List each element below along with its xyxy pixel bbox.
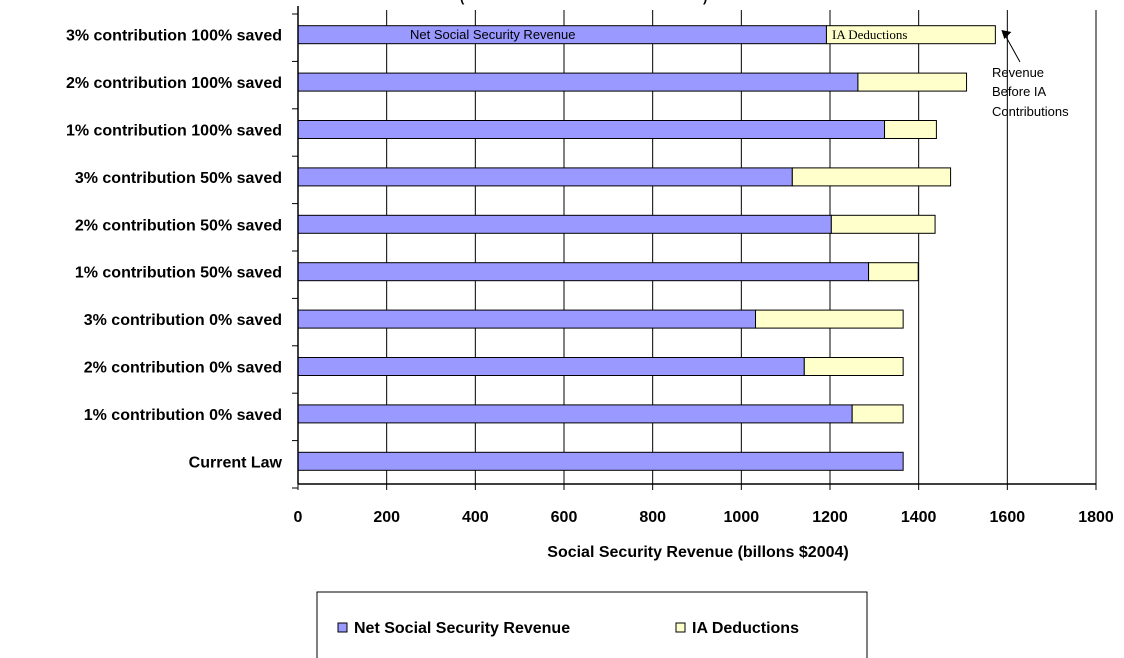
x-tick-label-1000: 1000 <box>724 509 760 526</box>
callout-line-2: Before IA <box>992 84 1047 99</box>
bar-ia-deductions-3 <box>791 167 952 187</box>
category-label-0: 3% contribution 100% saved <box>66 28 282 45</box>
title-fragment-left: ( <box>460 0 465 5</box>
bar-ia-deductions-7 <box>803 357 904 376</box>
x-tick-label-1200: 1200 <box>812 509 848 526</box>
x-tick-labels: 0 200 400 600 800 1000 1200 1400 1600 1800 <box>294 509 1114 526</box>
legend-label-ia-deductions: IA Deductions <box>692 620 799 637</box>
bar-net-revenue-6 <box>297 309 757 329</box>
bar-ia-deductions-2 <box>884 120 937 139</box>
bar-ia-deductions-6 <box>755 309 904 329</box>
x-tick-label-1400: 1400 <box>901 509 937 526</box>
category-label-7: 2% contribution 0% saved <box>84 360 282 377</box>
x-tick-label-1600: 1600 <box>990 509 1026 526</box>
x-tick-label-600: 600 <box>551 509 578 526</box>
category-labels: 3% contribution 100% saved 2% contributio… <box>66 28 283 472</box>
x-tick-label-1800: 1800 <box>1078 509 1114 526</box>
bar-net-revenue-3 <box>297 167 793 187</box>
legend-label-net-revenue: Net Social Security Revenue <box>354 620 570 637</box>
legend: Net Social Security Revenue IA Deduction… <box>316 591 868 658</box>
category-label-5: 1% contribution 50% saved <box>75 265 282 282</box>
callout-arrow-head <box>1001 30 1012 39</box>
x-tick-label-400: 400 <box>462 509 489 526</box>
bar-net-revenue-2 <box>297 120 886 139</box>
title-fragment-right: ) <box>703 0 707 5</box>
annotation-ia-deductions: IA Deductions <box>832 27 907 42</box>
x-tick-label-0: 0 <box>294 509 303 526</box>
bar-ia-deductions-4 <box>830 214 936 234</box>
bar-ia-deductions-1 <box>857 72 968 92</box>
bar-ia-deductions-5 <box>868 262 919 282</box>
bar-net-revenue-7 <box>297 357 805 376</box>
callout-line-3: Contributions <box>992 104 1069 119</box>
bar-net-revenue-4 <box>297 214 832 234</box>
bar-ia-deductions-8 <box>851 404 904 424</box>
legend-swatch-ia-deductions <box>675 622 686 633</box>
bars <box>297 25 996 471</box>
category-label-3: 3% contribution 50% saved <box>75 170 282 187</box>
bar-net-revenue-5 <box>297 262 870 282</box>
axes <box>292 6 1097 490</box>
x-axis-title: Social Security Revenue (billons $2004) <box>547 544 848 561</box>
x-tick-label-200: 200 <box>373 509 400 526</box>
bar-net-revenue-8 <box>297 404 853 424</box>
category-label-6: 3% contribution 0% saved <box>84 312 282 329</box>
bar-net-revenue-9 <box>297 451 904 471</box>
category-label-8: 1% contribution 0% saved <box>84 407 282 424</box>
category-label-1: 2% contribution 100% saved <box>66 75 282 92</box>
legend-swatch-net-revenue <box>337 622 348 633</box>
x-tick-label-800: 800 <box>639 509 666 526</box>
annotation-net-revenue: Net Social Security Revenue <box>410 27 575 42</box>
legend-box <box>316 591 868 658</box>
category-label-4: 2% contribution 50% saved <box>75 217 282 234</box>
callout-line-1: Revenue <box>992 65 1044 80</box>
bar-net-revenue-1 <box>297 72 859 92</box>
category-label-9: Current Law <box>189 454 283 471</box>
category-label-2: 1% contribution 100% saved <box>66 123 282 140</box>
bar-ia-deductions-0 <box>825 25 996 45</box>
